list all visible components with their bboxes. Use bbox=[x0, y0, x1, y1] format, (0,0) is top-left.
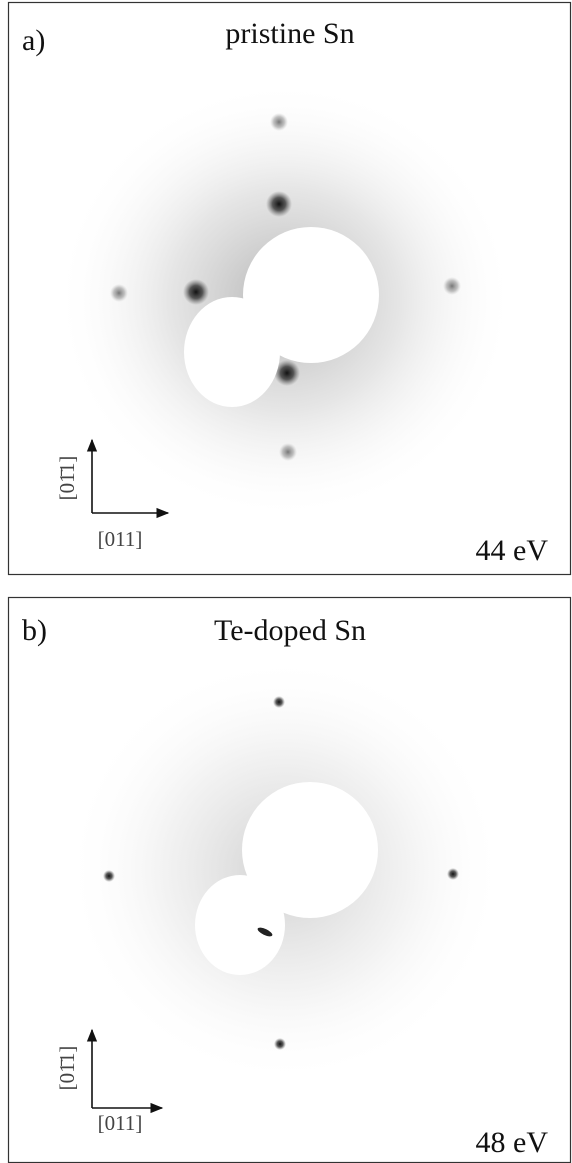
energy-label: 48 eV bbox=[476, 1126, 549, 1159]
panel-label: b) bbox=[22, 614, 47, 647]
spot bbox=[103, 870, 115, 882]
y-direction: [01̄1] bbox=[55, 456, 79, 501]
panel-b: b) Te-doped Sn [011] [01̄1] 48 eV bbox=[7, 596, 572, 1163]
energy-label: 44 eV bbox=[476, 534, 549, 567]
y-direction: [01̄1] bbox=[55, 1046, 79, 1091]
electron-gun-shadow bbox=[195, 875, 285, 975]
spot bbox=[273, 696, 285, 708]
spot bbox=[279, 443, 297, 461]
x-direction: [011] bbox=[98, 1111, 143, 1135]
spot bbox=[447, 868, 459, 880]
electron-gun-shadow bbox=[242, 782, 378, 918]
spot bbox=[274, 360, 300, 386]
panel-title: Te-doped Sn bbox=[214, 614, 366, 647]
x-direction: [011] bbox=[98, 527, 143, 551]
panel-title: pristine Sn bbox=[225, 17, 354, 50]
spot bbox=[274, 1038, 286, 1050]
spot bbox=[110, 284, 128, 302]
spot bbox=[183, 279, 209, 305]
electron-gun-shadow bbox=[243, 227, 379, 363]
panel-label: a) bbox=[22, 24, 45, 57]
electron-gun-shadow bbox=[184, 297, 280, 407]
spot bbox=[266, 191, 292, 217]
spot bbox=[443, 277, 461, 295]
spot bbox=[257, 927, 273, 937]
panel-a: a) pristine Sn [011] [01̄1] 44 eV bbox=[7, 1, 572, 576]
spot bbox=[270, 113, 288, 131]
